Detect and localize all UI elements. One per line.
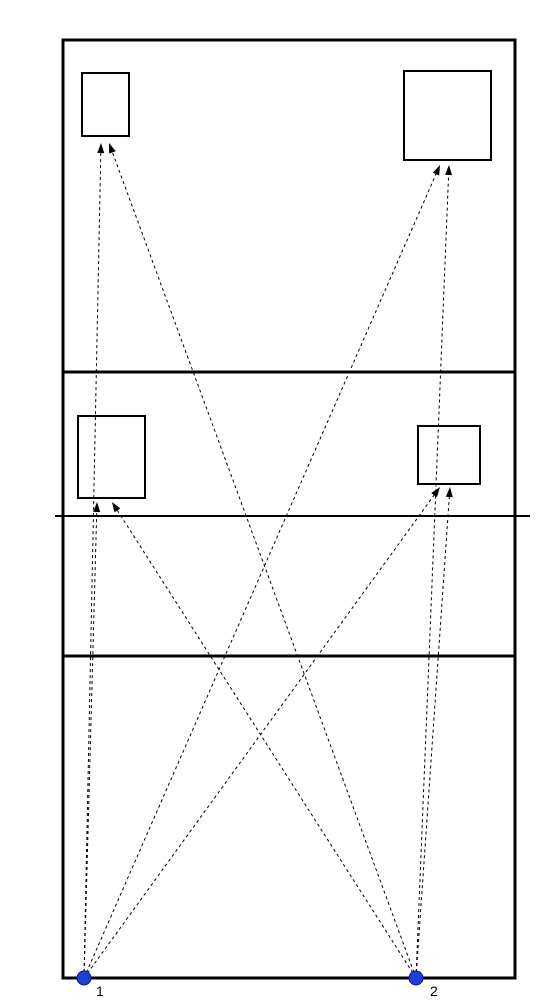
dot-1-label: 1	[96, 983, 104, 999]
arrow-line-0	[84, 149, 101, 978]
dot-2-label: 2	[430, 983, 438, 999]
mid-right-box	[418, 426, 480, 484]
arrow-head-6	[112, 502, 120, 512]
arrow-line-2	[84, 508, 97, 978]
top-right-box	[404, 71, 491, 160]
arrow-head-5	[445, 165, 452, 175]
arrow-line-7	[416, 493, 450, 978]
arrow-line-1	[84, 170, 438, 978]
arrow-head-4	[109, 143, 116, 154]
mid-left-box	[78, 416, 145, 498]
arrow-line-4	[111, 149, 416, 978]
arrow-line-6	[115, 507, 416, 978]
top-left-box	[82, 73, 129, 136]
arrow-head-1	[433, 165, 440, 176]
dot-1	[77, 971, 91, 985]
arrow-head-0	[97, 143, 104, 153]
arrow-head-2	[93, 502, 100, 512]
dot-2	[409, 971, 423, 985]
arrow-head-7	[446, 487, 453, 497]
